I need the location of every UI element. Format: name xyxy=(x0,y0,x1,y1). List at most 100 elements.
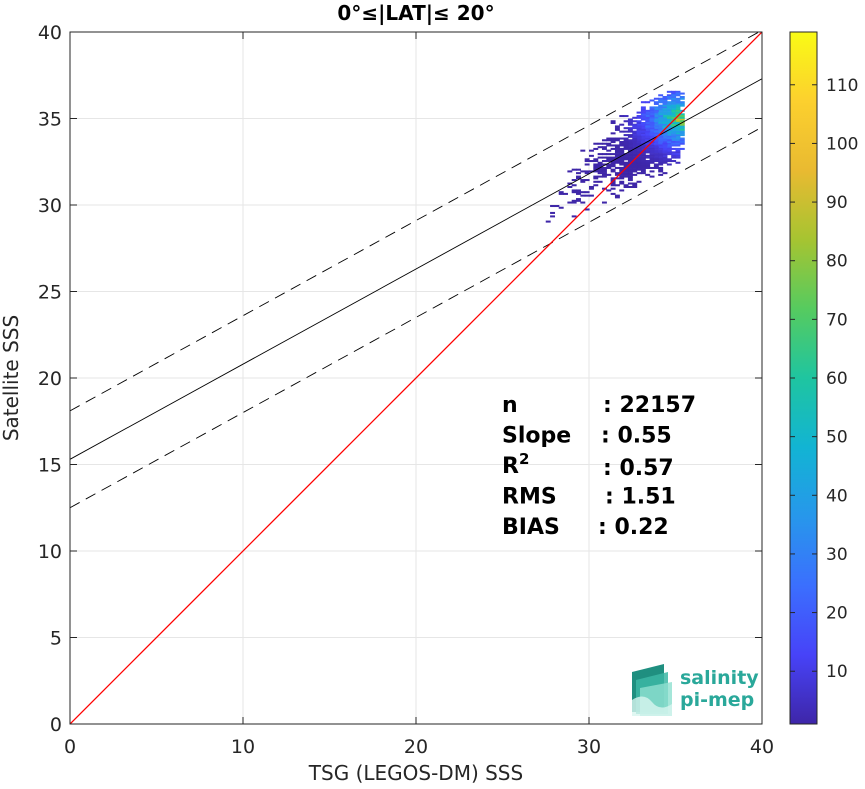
density-cell xyxy=(666,104,672,107)
density-cell xyxy=(649,113,655,116)
density-cell xyxy=(666,151,672,154)
colorbar-tick-label: 30 xyxy=(826,545,848,565)
density-cell xyxy=(640,134,646,137)
density-cell xyxy=(671,102,677,105)
density-cell xyxy=(614,177,620,180)
density-cell xyxy=(666,111,672,114)
colorbar-tick-label: 100 xyxy=(826,134,858,154)
density-cell xyxy=(662,113,668,116)
y-axis-ticks: 0 5 10 15 20 25 30 35 40 xyxy=(38,22,762,736)
stat-value: : 0.55 xyxy=(601,424,672,449)
density-cell xyxy=(658,158,664,161)
density-cell xyxy=(601,146,607,149)
density-cell xyxy=(653,144,659,147)
density-cell xyxy=(632,184,638,187)
x-axis-ticks: 0 10 20 30 40 xyxy=(64,32,774,758)
density-cell xyxy=(653,121,659,124)
density-cell xyxy=(632,116,638,119)
density-cell xyxy=(666,153,672,156)
density-cell xyxy=(632,146,638,149)
density-cell xyxy=(658,127,664,130)
density-cell xyxy=(658,109,664,112)
density-cell xyxy=(636,151,642,154)
density-cell xyxy=(640,146,646,149)
density-cell xyxy=(589,154,594,157)
density-cell xyxy=(623,175,629,178)
density-cell xyxy=(671,123,677,126)
density-cell xyxy=(658,123,664,126)
density-cell xyxy=(627,127,633,130)
density-cell xyxy=(597,170,603,173)
density-cell xyxy=(645,166,651,169)
density-cell xyxy=(653,163,659,166)
density-cell xyxy=(658,154,664,157)
density-cell xyxy=(671,134,677,137)
density-cell xyxy=(653,115,659,118)
density-cell xyxy=(653,128,659,131)
density-cell xyxy=(662,115,668,118)
density-cell xyxy=(649,132,655,135)
density-cell xyxy=(623,115,629,118)
density-cell xyxy=(597,161,603,164)
density-cell xyxy=(645,163,651,166)
density-cell xyxy=(679,128,685,131)
density-cell xyxy=(675,99,681,102)
density-cell xyxy=(597,163,603,166)
y-tick-label: 20 xyxy=(38,368,62,390)
density-cell xyxy=(675,147,681,150)
density-cell xyxy=(640,118,646,121)
density-cell xyxy=(576,192,581,195)
y-tick-label: 0 xyxy=(50,714,62,736)
density-cell xyxy=(619,182,625,185)
density-cell xyxy=(627,182,633,185)
density-cell xyxy=(584,172,590,175)
density-cell xyxy=(610,121,616,124)
density-cell xyxy=(640,163,646,166)
density-cell xyxy=(632,165,638,168)
density-cell xyxy=(658,144,664,147)
density-cell xyxy=(658,156,664,159)
density-cell xyxy=(662,101,668,104)
density-cell xyxy=(640,132,646,135)
density-cell xyxy=(666,146,672,149)
density-cell xyxy=(593,166,599,169)
density-cell xyxy=(653,153,659,156)
fit-upper-dashed-line xyxy=(70,32,760,412)
density-cell xyxy=(640,101,646,104)
density-cell xyxy=(619,166,625,169)
density-cell xyxy=(580,191,586,194)
density-cell xyxy=(623,165,629,168)
density-cell xyxy=(671,121,677,124)
density-cell xyxy=(593,184,599,187)
density-cell xyxy=(658,168,664,171)
density-cell xyxy=(653,118,659,121)
density-cell xyxy=(675,97,681,100)
density-cell xyxy=(679,139,685,142)
density-cell xyxy=(623,144,629,147)
density-cell xyxy=(675,111,681,114)
density-cell xyxy=(640,121,646,124)
density-cell xyxy=(601,201,607,204)
density-cell xyxy=(666,101,672,104)
density-cell xyxy=(623,130,629,133)
density-cell xyxy=(623,156,629,159)
density-cell xyxy=(679,101,685,104)
density-cell xyxy=(606,165,612,168)
density-cell xyxy=(623,173,629,176)
density-cell xyxy=(653,142,659,145)
density-cell xyxy=(662,154,668,157)
density-cell xyxy=(597,172,603,175)
density-cell xyxy=(679,115,685,118)
density-cell xyxy=(584,208,590,211)
density-cell xyxy=(597,165,603,168)
density-cell xyxy=(623,139,629,142)
density-cell xyxy=(649,125,655,128)
density-cell xyxy=(636,142,642,145)
density-cell xyxy=(640,115,646,118)
density-cell xyxy=(671,94,677,97)
density-cell xyxy=(653,123,659,126)
density-cell xyxy=(649,130,655,133)
density-cell xyxy=(662,158,668,161)
density-cell xyxy=(584,179,590,182)
